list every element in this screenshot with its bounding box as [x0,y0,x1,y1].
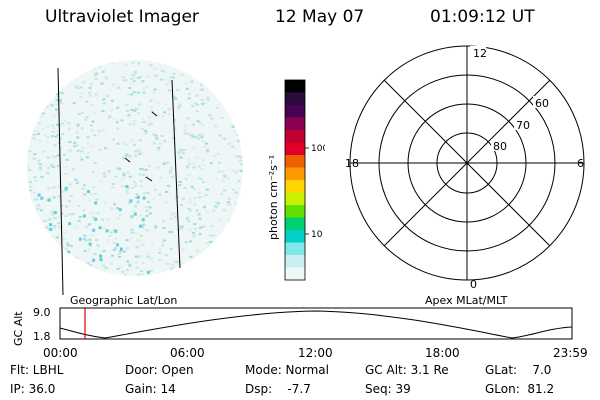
lat-label-80: 80 [493,140,507,153]
colorbar-stripe [285,267,305,281]
lat-label-60: 60 [535,97,549,110]
glon-readout: GLon: 81.2 [485,382,555,396]
colorbar-stripe [285,92,305,106]
orbit-altitude-timeline: Geographic Lat/Lon Apex MLat/MLT GC Alt … [12,294,588,360]
colorbar-stripe [285,80,305,93]
mlt-label-0: 0 [470,278,477,291]
x-tick-2359: 23:59 [553,346,588,360]
filter-readout: Flt: LBHL [10,363,64,377]
mlt-label-6: 6 [577,157,584,170]
colorbar-stripe [285,105,305,118]
polar-mlt-plot: 12 18 6 0 60 70 80 [345,45,585,291]
colorbar-stripe [285,242,305,256]
x-tick-1200: 12:00 [298,346,333,360]
mode-readout: Mode: Normal [245,363,329,377]
ip-readout: IP: 36.0 [10,382,56,396]
colorbar-stripe [285,130,305,143]
mlt-label-18: 18 [345,157,359,170]
x-tick-0000: 00:00 [43,346,78,360]
x-tick-0600: 06:00 [170,346,205,360]
uv-earth-image [27,60,243,296]
mlt-label-12: 12 [473,47,487,60]
x-tick-1800: 18:00 [425,346,460,360]
timeline-frame [59,307,573,340]
swath-line-left [57,67,64,296]
colorbar-stripe [285,217,305,231]
swath-line-right [171,79,181,269]
colorbar-stripe [285,167,305,181]
apex-label: Apex MLat/MLT [425,294,508,307]
colorbar-stripe [285,117,305,131]
altitude-curve [59,310,573,339]
colorbar-stripe [285,142,305,156]
colorbar-stripe [285,180,305,193]
dsp-readout: Dsp: -7.7 [245,382,311,396]
y-axis-label: GC Alt [12,311,25,346]
instrument-title: Ultraviolet Imager [45,7,199,27]
gain-readout: Gain: 14 [125,382,176,396]
glat-readout: GLat: 7.0 [485,363,552,377]
geographic-label: Geographic Lat/Lon [70,294,177,307]
intensity-colorbar: 100 10 photon cm⁻²s⁻¹ [267,79,325,281]
colorbar-stripe [285,205,305,218]
lat-label-70: 70 [516,119,530,132]
colorbar-stripe [285,230,305,243]
seq-readout: Seq: 39 [365,382,411,396]
colorbar-label: photon cm⁻²s⁻¹ [267,155,280,240]
gc-alt-readout: GC Alt: 3.1 Re [365,363,449,377]
date-label: 12 May 07 [275,7,365,27]
colorbar-tick-100: 100 [311,144,325,154]
colorbar-stripe [285,255,305,268]
colorbar-tick-10: 10 [311,230,323,240]
y-tick-1-8: 1.8 [33,330,51,343]
door-readout: Door: Open [125,363,194,377]
time-label: 01:09:12 UT [430,7,535,27]
y-tick-9: 9.0 [33,306,51,319]
colorbar-stripe [285,192,305,206]
colorbar-stripe [285,155,305,168]
